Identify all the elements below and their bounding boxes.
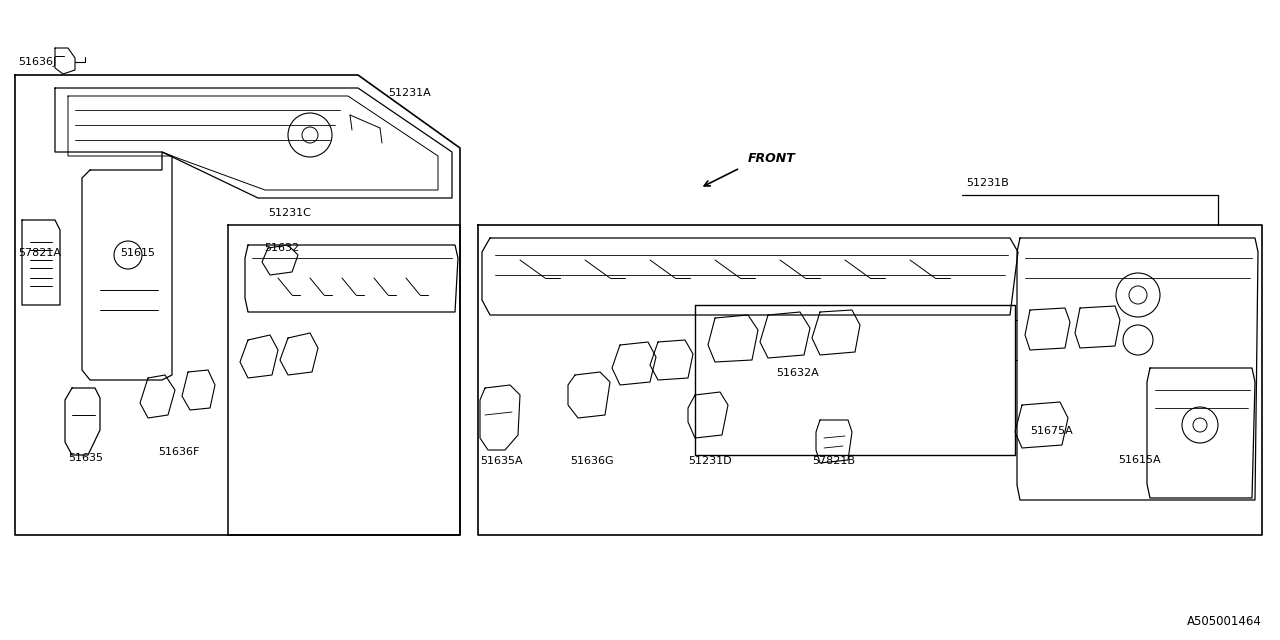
Text: 51231A: 51231A [388, 88, 431, 98]
Text: 51636J: 51636J [18, 57, 56, 67]
Text: 51632: 51632 [264, 243, 300, 253]
Text: 51675A: 51675A [1030, 426, 1073, 436]
Text: 51615: 51615 [120, 248, 155, 258]
Text: 57821B: 57821B [812, 456, 855, 466]
Text: 51632A: 51632A [776, 368, 819, 378]
Text: 57821A: 57821A [18, 248, 61, 258]
Text: 51231C: 51231C [268, 208, 311, 218]
Text: 51636F: 51636F [157, 447, 200, 457]
Text: 51636G: 51636G [570, 456, 613, 466]
Text: 51635A: 51635A [480, 456, 522, 466]
Text: 51231D: 51231D [689, 456, 732, 466]
Text: 51615A: 51615A [1117, 455, 1161, 465]
Text: A505001464: A505001464 [1187, 615, 1262, 628]
Text: 51635: 51635 [68, 453, 102, 463]
Text: 51231B: 51231B [966, 178, 1009, 188]
Text: FRONT: FRONT [748, 152, 796, 165]
